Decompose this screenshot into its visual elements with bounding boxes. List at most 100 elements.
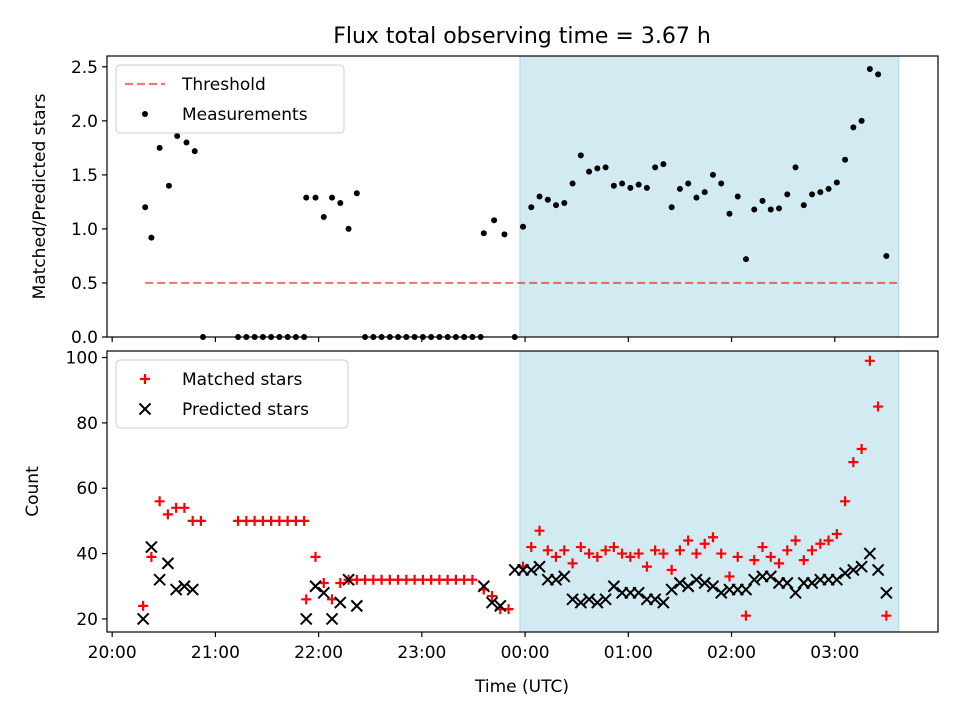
matched-point <box>774 558 785 569</box>
legend-label: Measurements <box>182 105 308 125</box>
y-tick-label: 0.0 <box>71 328 98 348</box>
matched-point <box>716 548 727 559</box>
measurement-point <box>528 204 535 211</box>
matched-point <box>179 502 190 513</box>
predicted-point <box>136 612 150 626</box>
matched-point <box>301 594 312 605</box>
matched-point <box>310 551 321 562</box>
predicted-point <box>169 583 183 596</box>
predicted-point <box>549 573 563 586</box>
legend-box <box>115 64 345 134</box>
predicted-point <box>300 612 313 626</box>
predicted-point <box>715 586 728 599</box>
matched-point <box>641 561 652 572</box>
matched-point <box>633 548 644 559</box>
matched-point <box>299 515 310 526</box>
matched-point <box>600 545 611 556</box>
measurement-point <box>776 205 783 212</box>
predicted-point <box>657 596 670 609</box>
matched-point <box>487 591 498 602</box>
y-tick-label: 1.5 <box>71 166 98 186</box>
matched-point <box>666 564 677 575</box>
y-tick-label: 20 <box>76 610 98 630</box>
measurement-point <box>858 117 865 124</box>
measurement-point <box>718 180 725 187</box>
predicted-point <box>632 586 645 599</box>
measurement-point <box>726 210 733 217</box>
measurement-point <box>685 180 692 187</box>
matched-point <box>567 558 578 569</box>
predicted-point <box>863 547 877 560</box>
legend-predicted-swatch <box>138 402 152 416</box>
predicted-point <box>880 586 893 599</box>
measurement-point <box>660 161 667 168</box>
matched-point <box>815 538 826 549</box>
predicted-point <box>830 573 844 586</box>
predicted-point <box>805 576 819 590</box>
predicted-point <box>681 580 695 593</box>
matched-point <box>757 542 768 553</box>
measurement-point <box>320 214 327 221</box>
measurement-point <box>643 184 650 191</box>
measurement-point <box>734 193 741 200</box>
matched-point <box>542 545 553 556</box>
matched-point <box>807 545 818 556</box>
predicted-point <box>739 583 753 596</box>
matched-point <box>195 515 206 526</box>
predicted-point <box>494 599 507 613</box>
measurement-point <box>536 193 543 200</box>
legend-measurement-swatch <box>142 111 148 117</box>
measurement-point <box>800 202 807 209</box>
x-tick-label: 03:00 <box>810 643 859 663</box>
predicted-point <box>871 563 885 577</box>
measurement-point <box>191 148 198 155</box>
predicted-point <box>178 580 191 593</box>
matched-point <box>467 574 478 585</box>
matched-point <box>534 525 545 536</box>
predicted-point <box>325 612 339 626</box>
predicted-point <box>350 599 364 613</box>
measurement-point <box>693 194 700 201</box>
matched-point <box>559 545 570 556</box>
predicted-point <box>665 583 678 596</box>
matched-point <box>732 551 743 562</box>
matched-point <box>138 600 149 611</box>
predicted-point <box>334 596 347 609</box>
measurement-point <box>491 217 498 224</box>
shaded-span <box>519 55 900 338</box>
predicted-point <box>648 593 662 606</box>
predicted-point <box>690 573 703 586</box>
matched-point <box>625 551 636 562</box>
y-tick-label: 1.0 <box>71 220 98 240</box>
y-tick-label: 2.0 <box>71 112 98 132</box>
predicted-point <box>533 560 546 573</box>
legend-box <box>115 359 349 429</box>
predicted-point <box>673 576 687 590</box>
matched-point <box>724 571 735 582</box>
measurement-point <box>520 223 527 230</box>
matched-point <box>848 457 859 468</box>
legend-label: Threshold <box>181 75 266 95</box>
matched-point <box>765 551 776 562</box>
panel-count: 20 40 60 80 100 Count 20:00 21:00 22:00 23:00 00:0… <box>23 349 939 663</box>
measurement-point <box>353 190 360 197</box>
measurement-point <box>751 206 758 213</box>
matched-point <box>873 401 884 412</box>
predicted-point <box>599 593 612 606</box>
measurement-point <box>842 156 849 163</box>
measurement-point <box>303 194 310 201</box>
predicted-point <box>574 596 588 609</box>
measurement-point <box>635 181 642 188</box>
matched-point <box>575 542 586 553</box>
matched-point <box>683 535 694 546</box>
matched-point <box>526 542 537 553</box>
measurement-point <box>767 206 774 213</box>
measurement-point <box>569 180 576 187</box>
predicted-point <box>847 563 860 577</box>
y-axis-label: Matched/Predicted stars <box>30 93 50 299</box>
predicted-point <box>317 586 330 599</box>
measurement-point <box>759 197 766 204</box>
predicted-point <box>706 580 720 593</box>
chart-title: Flux total observing time = 3.67 h <box>333 24 711 49</box>
